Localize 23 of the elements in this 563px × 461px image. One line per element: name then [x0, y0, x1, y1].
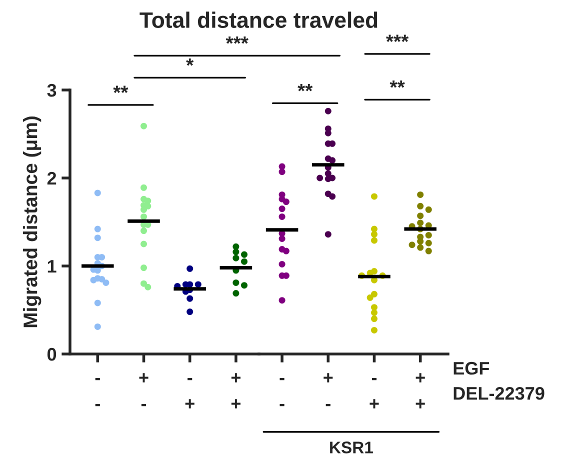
- text: DEL-22379: [454, 386, 544, 400]
- category-label: - -: [280, 378, 284, 406]
- x-tick-label: - +: [370, 378, 379, 408]
- text: ***: [386, 34, 409, 42]
- chart-title: Total distance traveled: [140, 12, 378, 28]
- text: EGF: [454, 362, 490, 375]
- category-label: - -: [95, 378, 100, 406]
- x-tick-label: - +: [185, 378, 194, 408]
- text: ***: [226, 36, 248, 44]
- x-tick-label: + +: [416, 373, 425, 408]
- y-tick-label: 0: [47, 348, 56, 361]
- x-tick-label: + +: [231, 373, 240, 408]
- y-tick-label: 2: [47, 172, 56, 185]
- text: **: [390, 80, 405, 88]
- y-axis-title: Migrated distance (μm): [23, 116, 42, 328]
- annotation: **: [113, 86, 128, 94]
- annotation: **: [298, 84, 313, 92]
- x-tick-label: + -: [139, 373, 148, 406]
- y-tick-label: 3: [47, 84, 56, 97]
- text: *: [186, 58, 194, 66]
- x-tick-label: + -: [324, 373, 333, 406]
- y-tick-label: 1: [48, 260, 56, 273]
- text: KSR1: [330, 442, 373, 454]
